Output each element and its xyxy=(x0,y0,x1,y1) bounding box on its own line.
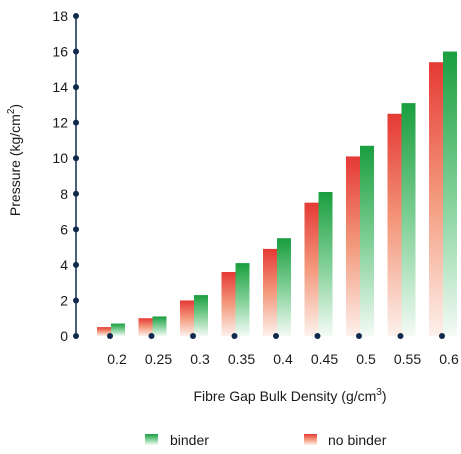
x-axis-title-end: ) xyxy=(382,388,387,404)
y-axis-title-end: ) xyxy=(7,104,23,109)
y-tick-2 xyxy=(73,297,79,304)
bar-no-binder-0.35 xyxy=(221,272,236,336)
x-tick-0.2 xyxy=(107,333,113,339)
x-tick-0.6 xyxy=(439,333,445,339)
x-tick-0.3 xyxy=(190,333,196,339)
bar-binder-0.35 xyxy=(235,263,250,336)
x-tick-0.45 xyxy=(314,333,321,339)
x-tick-0.55 xyxy=(397,333,404,339)
bar-binder-0.25 xyxy=(152,316,167,336)
bar-no-binder-0.25 xyxy=(138,318,153,336)
bar-no-binder-0.3 xyxy=(180,300,194,336)
x-tick-label-0.4: 0.4 xyxy=(273,351,293,367)
x-tick-label-0.3: 0.3 xyxy=(190,351,210,367)
bar-binder-0.5 xyxy=(360,145,374,336)
y-tick-14 xyxy=(73,84,79,91)
y-axis-title-sup: 2 xyxy=(6,108,17,114)
bar-no-binder-0.5 xyxy=(346,156,360,336)
axes-layer: 0 2 4 6 8 10 12 14 16 18 0.2 0.25 0.3 0.35 0.4 0.45 0.5 0… xyxy=(52,8,459,367)
y-tick-8 xyxy=(73,190,79,197)
x-tick-0.4 xyxy=(273,333,279,339)
x-tick-label-0.6: 0.6 xyxy=(439,351,459,367)
x-tick-label-0.5: 0.5 xyxy=(356,351,376,367)
bar-no-binder-0.2 xyxy=(97,327,111,336)
bar-binder-0.55 xyxy=(401,103,416,336)
legend-swatch-no-binder xyxy=(304,434,317,445)
x-tick-0.25 xyxy=(148,333,155,339)
y-tick-10 xyxy=(73,155,79,162)
y-tick-label-0: 0 xyxy=(60,328,68,344)
y-tick-label-12: 12 xyxy=(52,115,68,131)
bar-no-binder-0.4 xyxy=(263,248,277,336)
x-tick-0.35 xyxy=(231,333,238,339)
y-axis-title-text: Pressure (kg/cm xyxy=(7,114,23,216)
x-tick-label-0.45: 0.45 xyxy=(311,351,338,367)
x-tick-label-0.55: 0.55 xyxy=(394,351,421,367)
y-tick-6 xyxy=(73,226,79,233)
bar-binder-0.2 xyxy=(111,323,125,336)
x-tick-0.5 xyxy=(356,333,362,339)
x-tick-label-0.2: 0.2 xyxy=(107,351,127,367)
bar-binder-0.4 xyxy=(277,238,291,336)
y-axis-title: Pressure (kg/cm2) xyxy=(6,104,23,216)
y-tick-12 xyxy=(73,119,79,126)
y-tick-label-4: 4 xyxy=(60,257,68,273)
bar-no-binder-0.55 xyxy=(387,113,402,337)
y-tick-label-8: 8 xyxy=(60,186,68,202)
legend-swatch-binder xyxy=(145,434,158,445)
y-tick-label-6: 6 xyxy=(60,221,68,237)
bar-binder-0.45 xyxy=(318,192,333,336)
legend-label-binder: binder xyxy=(170,432,209,448)
y-tick-18 xyxy=(73,13,79,19)
bar-no-binder-0.6 xyxy=(429,62,443,336)
bar-binder-0.3 xyxy=(194,295,208,336)
x-tick-label-0.25: 0.25 xyxy=(145,351,172,367)
bar-no-binder-0.45 xyxy=(304,202,319,336)
legend: binder no binder xyxy=(145,432,387,448)
x-tick-label-0.35: 0.35 xyxy=(228,351,255,367)
x-axis-title-sup: 3 xyxy=(376,387,382,398)
y-tick-label-14: 14 xyxy=(52,79,68,95)
y-tick-0 xyxy=(73,333,79,339)
bars-layer xyxy=(97,51,457,337)
x-axis-title: Fibre Gap Bulk Density (g/cm3) xyxy=(193,387,386,404)
bar-binder-0.6 xyxy=(443,51,457,337)
legend-label-no-binder: no binder xyxy=(328,432,387,448)
x-axis-title-text: Fibre Gap Bulk Density (g/cm xyxy=(193,388,376,404)
y-tick-4 xyxy=(73,261,79,268)
y-tick-label-16: 16 xyxy=(52,44,68,60)
y-tick-label-10: 10 xyxy=(52,150,68,166)
y-tick-label-2: 2 xyxy=(60,292,68,308)
y-tick-16 xyxy=(73,48,79,55)
y-tick-label-18: 18 xyxy=(52,8,68,24)
